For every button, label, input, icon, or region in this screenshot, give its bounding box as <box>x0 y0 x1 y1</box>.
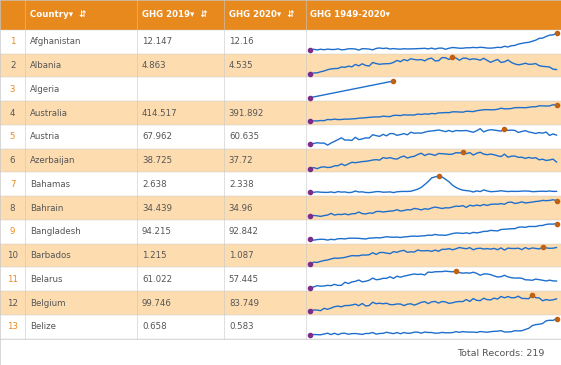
Text: 7: 7 <box>10 180 15 189</box>
Text: Afghanistan: Afghanistan <box>30 37 81 46</box>
Text: 12: 12 <box>7 299 18 308</box>
Text: 34.439: 34.439 <box>142 204 172 212</box>
Text: 57.445: 57.445 <box>229 275 259 284</box>
Text: Belize: Belize <box>30 322 56 331</box>
Text: 5: 5 <box>10 132 15 141</box>
Bar <box>0 291 561 315</box>
Text: 6: 6 <box>10 156 15 165</box>
Text: 0.583: 0.583 <box>229 322 254 331</box>
Text: Bangladesh: Bangladesh <box>30 227 80 236</box>
Text: GHG 2019▾  ⇵: GHG 2019▾ ⇵ <box>142 11 208 19</box>
Bar <box>0 220 561 244</box>
Text: 99.746: 99.746 <box>142 299 172 308</box>
Text: Belgium: Belgium <box>30 299 65 308</box>
Text: Bahamas: Bahamas <box>30 180 70 189</box>
Bar <box>0 315 561 339</box>
Text: 12.147: 12.147 <box>142 37 172 46</box>
Text: 11: 11 <box>7 275 18 284</box>
Text: 3: 3 <box>10 85 15 94</box>
Text: 60.635: 60.635 <box>229 132 259 141</box>
Text: 13: 13 <box>7 322 18 331</box>
Text: 391.892: 391.892 <box>229 108 264 118</box>
Bar <box>0 268 561 291</box>
Text: 4: 4 <box>10 108 15 118</box>
Text: 92.842: 92.842 <box>229 227 259 236</box>
Text: 0.658: 0.658 <box>142 322 167 331</box>
Text: 414.517: 414.517 <box>142 108 178 118</box>
Bar <box>0 196 561 220</box>
Text: 1.087: 1.087 <box>229 251 254 260</box>
Text: GHG 1949-2020▾: GHG 1949-2020▾ <box>310 11 390 19</box>
Text: 9: 9 <box>10 227 15 236</box>
Text: 4.535: 4.535 <box>229 61 254 70</box>
Text: 10: 10 <box>7 251 18 260</box>
Text: 34.96: 34.96 <box>229 204 254 212</box>
Bar <box>0 30 561 54</box>
Text: 8: 8 <box>10 204 15 212</box>
Text: Bahrain: Bahrain <box>30 204 63 212</box>
Text: Belarus: Belarus <box>30 275 62 284</box>
Bar <box>0 0 561 30</box>
Text: 12.16: 12.16 <box>229 37 254 46</box>
Text: 2.338: 2.338 <box>229 180 254 189</box>
Bar <box>0 125 561 149</box>
Bar <box>0 77 561 101</box>
Text: 94.215: 94.215 <box>142 227 172 236</box>
Text: 38.725: 38.725 <box>142 156 172 165</box>
Text: Azerbaijan: Azerbaijan <box>30 156 75 165</box>
Text: Austria: Austria <box>30 132 60 141</box>
Text: 83.749: 83.749 <box>229 299 259 308</box>
Text: 2.638: 2.638 <box>142 180 167 189</box>
Text: 37.72: 37.72 <box>229 156 254 165</box>
Bar <box>0 172 561 196</box>
Text: 2: 2 <box>10 61 15 70</box>
Text: 61.022: 61.022 <box>142 275 172 284</box>
Text: Barbados: Barbados <box>30 251 71 260</box>
Text: Algeria: Algeria <box>30 85 60 94</box>
Text: 67.962: 67.962 <box>142 132 172 141</box>
Text: 1: 1 <box>10 37 15 46</box>
Text: 4.863: 4.863 <box>142 61 167 70</box>
Bar <box>0 54 561 77</box>
Text: Albania: Albania <box>30 61 62 70</box>
Bar <box>0 244 561 268</box>
Text: Country▾  ⇵: Country▾ ⇵ <box>30 11 86 19</box>
Text: Total Records: 219: Total Records: 219 <box>457 349 544 358</box>
Bar <box>0 339 561 365</box>
Text: Australia: Australia <box>30 108 68 118</box>
Text: 1.215: 1.215 <box>142 251 167 260</box>
Bar <box>0 101 561 125</box>
Bar <box>0 149 561 172</box>
Text: GHG 2020▾  ⇵: GHG 2020▾ ⇵ <box>229 11 295 19</box>
